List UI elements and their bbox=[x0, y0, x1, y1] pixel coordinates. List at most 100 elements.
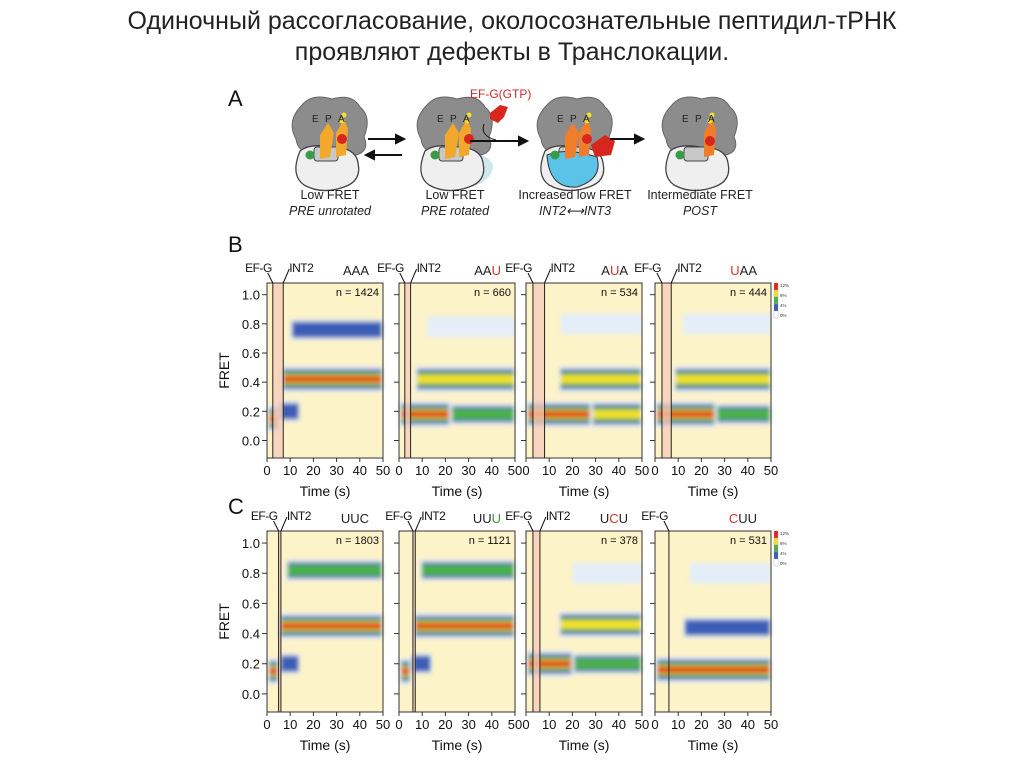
colorbar-segment bbox=[773, 289, 779, 298]
efg-arrow-icon bbox=[407, 520, 414, 532]
codon-part: AAA bbox=[343, 263, 369, 278]
slide-title: Одиночный рассогласование, околосознател… bbox=[0, 6, 1024, 68]
x-tick-label: 50 bbox=[764, 717, 778, 732]
density-level-5 bbox=[401, 411, 450, 418]
x-tick-label: 10 bbox=[283, 717, 297, 732]
x-axis-title: Time (s) bbox=[559, 737, 610, 753]
codon-label: UCU bbox=[600, 511, 628, 526]
site-a: A bbox=[583, 114, 590, 125]
x-tick-label: 40 bbox=[485, 717, 499, 732]
plot-frame bbox=[654, 530, 772, 713]
site-e: E bbox=[682, 114, 689, 125]
int2-label: INT2 bbox=[677, 261, 702, 275]
efg-label: EF-G bbox=[505, 261, 532, 275]
y-tick-label: 0.8 bbox=[242, 317, 260, 332]
codon-part: AA bbox=[740, 263, 758, 278]
plot-frame bbox=[266, 530, 384, 713]
colorbar-segment bbox=[773, 296, 779, 305]
density-bands bbox=[655, 562, 771, 683]
x-tick-label: 40 bbox=[612, 717, 626, 732]
int2-arrow-icon bbox=[670, 268, 678, 284]
x-tick-label: 0 bbox=[395, 463, 402, 478]
efg-int2-interval bbox=[412, 531, 416, 712]
codon-part: A bbox=[619, 263, 628, 278]
colorbar-label: 0% bbox=[780, 561, 787, 566]
n-count: n = 660 bbox=[474, 287, 511, 299]
codon-part: U bbox=[619, 511, 628, 526]
y-tick-label: 1.0 bbox=[242, 536, 260, 551]
density-level-1 bbox=[426, 316, 515, 338]
x-tick-label: 40 bbox=[485, 463, 499, 478]
site-e: E bbox=[557, 114, 564, 125]
x-tick-label: 20 bbox=[438, 463, 452, 478]
panel-a-label: A bbox=[228, 86, 243, 111]
density-level-5 bbox=[401, 668, 410, 675]
y-tick-label: 0.4 bbox=[242, 375, 260, 390]
density-level-1 bbox=[560, 313, 642, 335]
density-level-3 bbox=[452, 408, 514, 420]
density-level-2 bbox=[412, 655, 431, 672]
x-axis-title: Time (s) bbox=[559, 483, 610, 499]
density-level-3 bbox=[717, 408, 770, 420]
x-tick-label: 30 bbox=[329, 463, 343, 478]
efg-label: EF-G bbox=[641, 509, 668, 523]
colorbar-segment bbox=[773, 537, 779, 546]
codon-part: U bbox=[492, 263, 501, 278]
n-count: n = 1424 bbox=[336, 287, 379, 299]
x-tick-label: 0 bbox=[263, 717, 270, 732]
codon-label: UAA bbox=[730, 263, 757, 278]
density-level-2 bbox=[684, 619, 770, 636]
density-bands bbox=[399, 316, 515, 428]
site-a: A bbox=[463, 114, 470, 125]
density-level-4 bbox=[417, 374, 514, 384]
x-tick-label: 10 bbox=[415, 463, 429, 478]
x-tick-label: 50 bbox=[764, 463, 778, 478]
y-tick-label: 0.6 bbox=[242, 346, 260, 361]
x-tick-label: 30 bbox=[461, 717, 475, 732]
x-tick-label: 20 bbox=[565, 463, 579, 478]
colorbar-label: 4% bbox=[780, 551, 787, 556]
density-level-5 bbox=[657, 666, 770, 673]
density-level-1 bbox=[572, 562, 642, 584]
state-label-3: Increased low FRET INT2⟷INT3 bbox=[518, 188, 632, 218]
y-tick-label: 0.8 bbox=[242, 566, 260, 581]
density-level-5 bbox=[657, 411, 715, 418]
x-tick-label: 50 bbox=[635, 463, 649, 478]
x-tick-label: 0 bbox=[522, 463, 529, 478]
ribosome-int2-int3 bbox=[536, 96, 615, 192]
x-axis-title: Time (s) bbox=[432, 737, 483, 753]
x-tick-label: 10 bbox=[671, 717, 685, 732]
x-tick-label: 50 bbox=[635, 717, 649, 732]
colorbar-label: 12% bbox=[780, 531, 789, 536]
x-tick-label: 50 bbox=[376, 463, 390, 478]
x-tick-label: 10 bbox=[542, 717, 556, 732]
codon-part: C bbox=[609, 511, 618, 526]
efg-int2-interval bbox=[532, 531, 540, 712]
int2-arrow-icon bbox=[539, 516, 547, 532]
codon-part: UU bbox=[473, 511, 492, 526]
x-tick-label: 40 bbox=[612, 463, 626, 478]
x-axis-title: Time (s) bbox=[432, 483, 483, 499]
density-level-2 bbox=[280, 655, 299, 672]
codon-label: UUU bbox=[473, 511, 501, 526]
codon-part: U bbox=[600, 511, 609, 526]
density-level-1 bbox=[689, 562, 771, 584]
efg-label: EF-G bbox=[377, 261, 404, 275]
title-line-2: проявляют дефекты в Транслокации. bbox=[294, 38, 730, 66]
x-tick-label: 0 bbox=[651, 463, 658, 478]
plot-frame bbox=[525, 530, 643, 713]
density-bands bbox=[655, 313, 771, 428]
density-level-5 bbox=[269, 668, 278, 675]
colorbar-label: 0% bbox=[780, 313, 787, 318]
codon-part: U bbox=[610, 263, 619, 278]
codon-label: UUC bbox=[341, 511, 369, 526]
x-tick-label: 20 bbox=[694, 717, 708, 732]
y-tick-label: 0.4 bbox=[242, 627, 260, 642]
efg-arrow-icon bbox=[663, 520, 670, 532]
site-p: P bbox=[570, 114, 577, 125]
colorbar-label: 8% bbox=[780, 293, 787, 298]
density-bands bbox=[399, 559, 515, 685]
